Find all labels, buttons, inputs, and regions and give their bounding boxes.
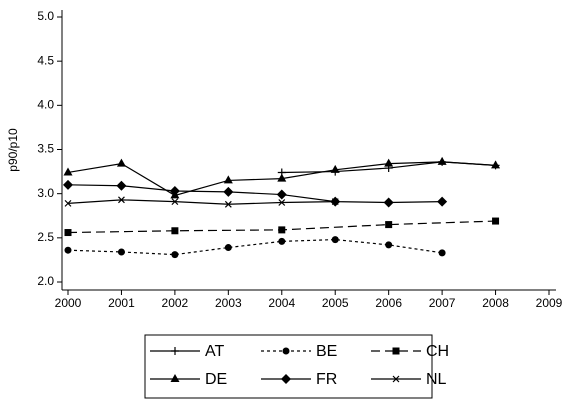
legend-label: FR (316, 371, 337, 388)
marker (171, 198, 179, 206)
marker (117, 248, 125, 256)
x-tick-label: 2004 (268, 296, 295, 310)
marker (223, 186, 234, 197)
marker (223, 175, 233, 184)
marker (64, 246, 72, 254)
x-tick-label: 2009 (536, 296, 563, 310)
marker (385, 241, 393, 249)
marker (492, 217, 500, 225)
y-tick-label: 3.0 (37, 186, 54, 200)
x-tick-label: 2005 (322, 296, 349, 310)
legend-marker (170, 374, 180, 382)
marker (276, 189, 287, 200)
y-tick-label: 4.5 (37, 53, 54, 67)
marker (277, 173, 287, 182)
legend-marker (282, 347, 290, 355)
marker (331, 236, 339, 244)
legend-label: DE (205, 371, 227, 388)
marker (171, 227, 179, 235)
series-line (67, 238, 443, 256)
marker (437, 156, 447, 165)
marker (385, 221, 393, 229)
marker (224, 200, 232, 208)
marker (331, 198, 339, 206)
marker (224, 244, 232, 252)
marker (64, 199, 72, 207)
x-tick-label: 2000 (55, 296, 82, 310)
marker (438, 249, 446, 257)
marker (437, 196, 448, 207)
series-line (67, 199, 336, 205)
x-tick-label: 2007 (429, 296, 456, 310)
x-tick-label: 2006 (375, 296, 402, 310)
marker (171, 251, 179, 259)
marker (118, 196, 125, 204)
marker (278, 237, 286, 245)
marker (384, 158, 394, 167)
legend-label: CH (426, 343, 449, 360)
legend-marker (171, 347, 179, 355)
marker (278, 199, 286, 206)
marker (278, 226, 286, 234)
y-axis-label: p90/p10 (6, 128, 20, 172)
marker (63, 179, 73, 190)
marker (63, 167, 73, 176)
x-tick-label: 2001 (108, 296, 135, 310)
marker (383, 197, 394, 208)
legend-marker (392, 347, 400, 355)
series-line (67, 184, 443, 204)
x-tick-label: 2003 (215, 296, 242, 310)
marker (116, 158, 126, 167)
y-tick-label: 2.5 (37, 230, 54, 244)
y-tick-label: 4.0 (37, 98, 54, 112)
marker (491, 160, 501, 169)
legend-marker (281, 374, 291, 384)
legend-label: BE (316, 343, 337, 360)
legend-label: NL (426, 371, 447, 388)
marker (116, 180, 127, 191)
y-tick-label: 3.5 (37, 142, 54, 156)
x-tick-label: 2002 (162, 296, 189, 310)
y-tick-label: 5.0 (37, 9, 54, 23)
marker (169, 186, 180, 197)
legend-marker (392, 375, 400, 383)
marker (64, 229, 72, 237)
y-tick-label: 2.0 (37, 274, 54, 288)
legend-box (144, 334, 433, 399)
x-tick-label: 2008 (482, 296, 509, 310)
marker (330, 164, 340, 173)
legend-label: AT (205, 343, 224, 360)
